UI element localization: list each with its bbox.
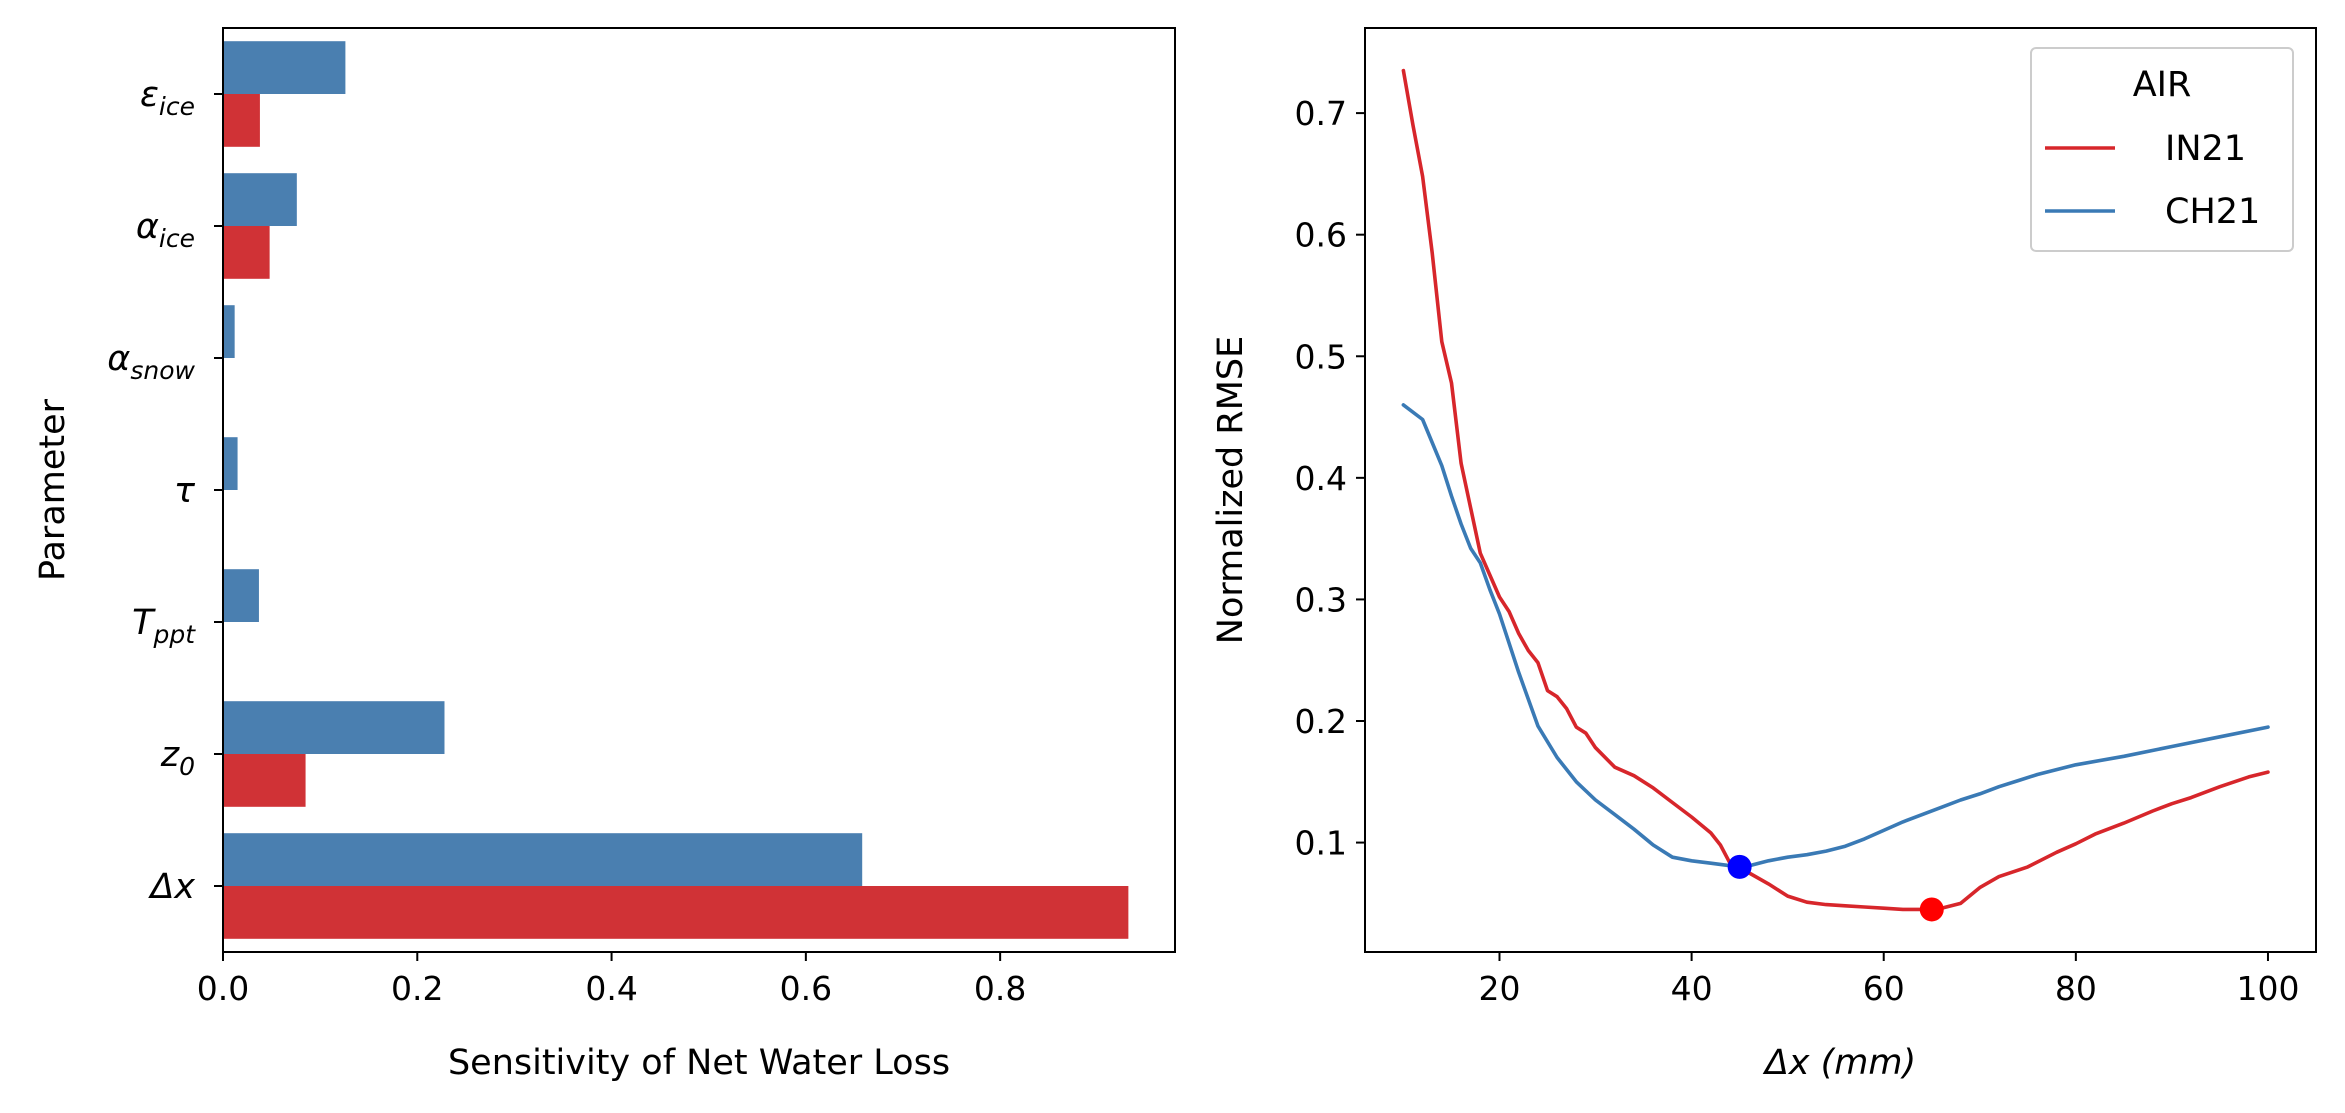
category-label-Δx: Δx — [147, 867, 195, 907]
x-axis-label: Sensitivity of Net Water Loss — [448, 1043, 950, 1083]
bar-z0-series-0 — [223, 701, 445, 754]
x-axis-label-unit: (mm) — [1821, 1043, 1917, 1083]
category-label-αsnow: αsnow — [107, 339, 195, 385]
x-axis-label: Δx (mm) — [1762, 1043, 1916, 1083]
category-label-τ: τ — [174, 471, 196, 511]
bar-Δx-series-0 — [223, 833, 863, 886]
bar-Tppt-series-0 — [223, 569, 259, 622]
bar-εice-series-1 — [223, 94, 260, 147]
ytick-label-4: 0.5 — [1295, 337, 1347, 376]
xtick-label-2: 60 — [1863, 969, 1905, 1008]
rmse-line-chart: 20 40 60 80 100 0.1 0.2 0.3 0.4 0.5 0.6 0.7 Δx (mm) N… — [1211, 27, 2317, 1083]
min-marker-CH21 — [1727, 854, 1752, 879]
category-label-subscript: ppt — [152, 620, 196, 649]
line-CH21 — [1401, 403, 2270, 869]
legend-box — [2030, 47, 2294, 252]
ytick-label-1: 0.2 — [1295, 702, 1347, 741]
xtick-label-3: 0.6 — [780, 969, 832, 1008]
legend-label-CH21: CH21 — [2165, 192, 2260, 232]
ytick-label-3: 0.4 — [1295, 459, 1347, 498]
xtick-label-3: 80 — [2055, 969, 2097, 1008]
xtick-label-2: 0.4 — [585, 969, 637, 1008]
bar-αice-series-0 — [223, 173, 297, 226]
xtick-label-0: 0.0 — [197, 969, 249, 1008]
line-IN21 — [1401, 68, 2270, 912]
category-label-subscript: 0 — [179, 752, 195, 781]
x-axis-label-symbol: Δx — [1762, 1043, 1821, 1083]
category-label-Tppt: Tppt — [132, 603, 196, 649]
xtick-label-1: 40 — [1671, 969, 1713, 1008]
xtick-label-4: 0.8 — [974, 969, 1026, 1008]
bar-αice-series-1 — [223, 226, 270, 279]
category-label-αice: αice — [136, 207, 195, 253]
ytick-label-6: 0.7 — [1295, 94, 1347, 133]
xtick-label-4: 100 — [2236, 969, 2299, 1008]
category-label-subscript: ice — [159, 92, 195, 121]
bar-αsnow-series-0 — [223, 305, 235, 358]
category-label-z0: z0 — [160, 735, 195, 781]
category-label-main: ε — [140, 75, 159, 115]
plot-frame — [222, 27, 1176, 953]
plot-frame — [1364, 27, 2317, 953]
category-label-main: Δx — [147, 867, 195, 907]
bar-τ-series-0 — [223, 437, 238, 490]
category-label-main: α — [136, 207, 159, 247]
min-marker-IN21 — [1919, 897, 1944, 922]
category-label-main: α — [107, 339, 130, 379]
category-label-subscript: snow — [130, 356, 195, 385]
y-axis-label: Normalized RMSE — [1211, 336, 1251, 644]
legend-label-IN21: IN21 — [2165, 129, 2246, 169]
category-label-main: τ — [174, 471, 196, 511]
category-label-εice: εice — [140, 75, 195, 121]
ytick-label-5: 0.6 — [1295, 216, 1347, 255]
bar-εice-series-0 — [223, 41, 346, 94]
ytick-label-2: 0.3 — [1295, 580, 1347, 619]
category-label-main: z — [160, 735, 180, 775]
bar-z0-series-1 — [223, 754, 306, 807]
xtick-label-0: 20 — [1478, 969, 1520, 1008]
category-label-main: T — [132, 603, 156, 643]
y-axis-label: Parameter — [33, 398, 73, 581]
legend-title: AIR — [2133, 65, 2192, 105]
xtick-label-1: 0.2 — [391, 969, 443, 1008]
category-label-subscript: ice — [159, 224, 195, 253]
bar-Δx-series-1 — [223, 886, 1129, 939]
ytick-label-0: 0.1 — [1295, 824, 1347, 863]
